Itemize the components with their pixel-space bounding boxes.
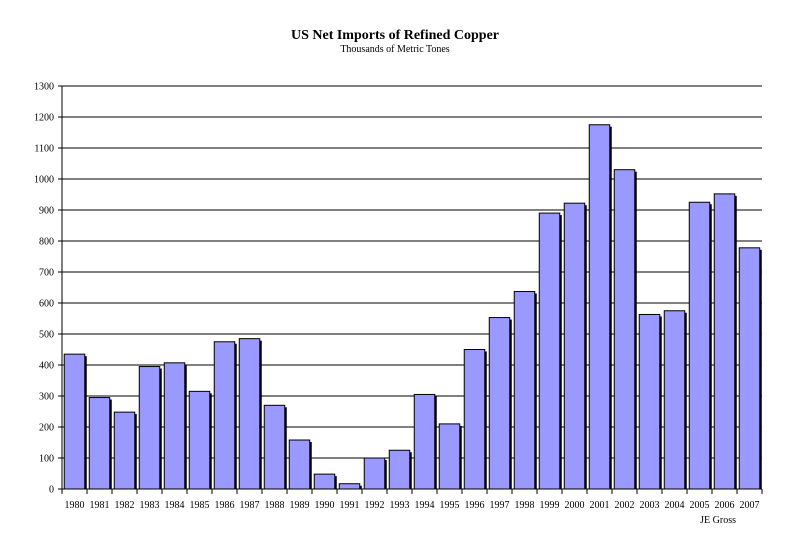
- bar-1986: [213, 341, 236, 490]
- y-tick-label: 600: [39, 299, 54, 310]
- bar-1997: [488, 317, 511, 490]
- bar-2000: [563, 202, 586, 490]
- y-tick-label: 200: [39, 423, 54, 434]
- gridlines: [62, 85, 762, 490]
- x-tick-label: 1983: [140, 500, 160, 511]
- bars: [63, 124, 762, 490]
- y-tick-label: 1300: [34, 82, 54, 93]
- x-tick-label: 2000: [565, 500, 585, 511]
- bar-1983: [138, 366, 161, 490]
- credit-label: JE Gross: [700, 515, 736, 526]
- bar-1993: [388, 449, 411, 490]
- x-tick-label: 2005: [690, 500, 710, 511]
- y-tick-label: 900: [39, 206, 54, 217]
- x-tick-label: 1985: [190, 500, 210, 511]
- x-tick-label: 1980: [65, 500, 85, 511]
- bar-1989: [288, 439, 311, 490]
- bar-1982: [113, 411, 136, 490]
- bar-1981: [88, 397, 111, 490]
- x-tick-label: 1981: [90, 500, 110, 511]
- x-tick-label: 1998: [515, 500, 535, 511]
- y-tick-label: 800: [39, 237, 54, 248]
- bar-2005: [688, 201, 711, 490]
- bar-1998: [513, 291, 536, 490]
- bar-1985: [188, 390, 211, 490]
- y-tick-label: 400: [39, 361, 54, 372]
- y-tick-label: 300: [39, 392, 54, 403]
- bar-2006: [713, 193, 736, 490]
- x-tick-label: 1990: [315, 500, 335, 511]
- x-tick-label: 2006: [715, 500, 735, 511]
- bar-1987: [238, 338, 261, 490]
- bar-1992: [363, 457, 386, 490]
- bar-1988: [263, 404, 286, 490]
- chart-title: US Net Imports of Refined Copper: [291, 28, 499, 43]
- bar-1999: [538, 212, 561, 490]
- x-tick-label: 1984: [165, 500, 185, 511]
- bar-2002: [613, 169, 636, 490]
- x-tick-label: 1992: [365, 500, 385, 511]
- bar-2001: [588, 124, 611, 490]
- chart-subtitle: Thousands of Metric Tones: [340, 44, 449, 55]
- y-tick-label: 0: [49, 485, 54, 496]
- x-tick-label: 1987: [240, 500, 260, 511]
- x-tick-label: 1991: [340, 500, 360, 511]
- x-tick-label: 2004: [665, 500, 685, 511]
- y-tick-label: 100: [39, 454, 54, 465]
- x-tick-label: 1994: [415, 500, 435, 511]
- y-tick-label: 1100: [34, 144, 54, 155]
- x-tick-label: 1995: [440, 500, 460, 511]
- y-tick-label: 1000: [34, 175, 54, 186]
- x-tick-label: 1996: [465, 500, 485, 511]
- y-tick-label: 1200: [34, 113, 54, 124]
- y-tick-label: 700: [39, 268, 54, 279]
- x-tick-label: 1982: [115, 500, 135, 511]
- x-tick-label: 2007: [740, 500, 760, 511]
- x-tick-label: 1997: [490, 500, 510, 511]
- x-tick-label: 1989: [290, 500, 310, 511]
- y-tick-label: 500: [39, 330, 54, 341]
- x-tick-label: 1993: [390, 500, 410, 511]
- bar-2003: [638, 313, 661, 490]
- bar-1991: [338, 483, 361, 490]
- bar-1994: [413, 393, 436, 490]
- x-tick-label: 2001: [590, 500, 610, 511]
- bar-1996: [463, 349, 486, 490]
- x-tick-label: 1986: [215, 500, 235, 511]
- y-axis-ticks: 0 100 200 300 400 500 600 700 800 900 1000 1100 1200…: [34, 82, 62, 496]
- bar-1995: [438, 423, 461, 490]
- bar-2007: [738, 247, 761, 490]
- bar-1984: [163, 362, 186, 490]
- x-tick-label: 2003: [640, 500, 660, 511]
- x-tick-label: 1999: [540, 500, 560, 511]
- bar-1980: [63, 353, 86, 490]
- x-axis-ticks: 1980 1981 1982 1983 1984 1985 1986 1987 1988 1989…: [61, 489, 763, 511]
- x-tick-label: 2002: [615, 500, 635, 511]
- bar-1990: [313, 473, 336, 490]
- bar-2004: [663, 310, 686, 490]
- x-tick-label: 1988: [265, 500, 285, 511]
